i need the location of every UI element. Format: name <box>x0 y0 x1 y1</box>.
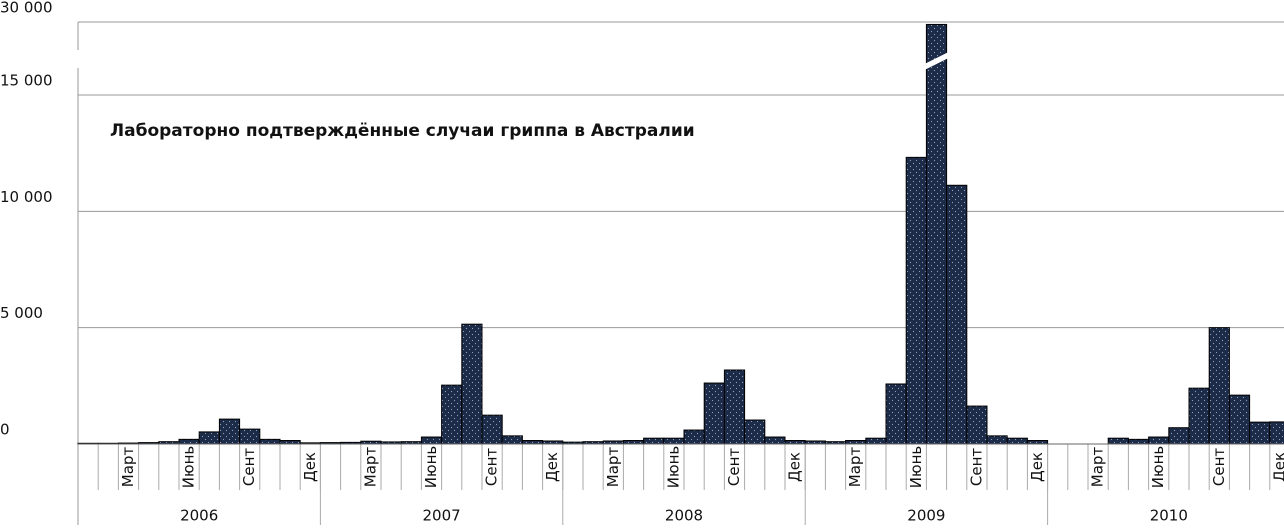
bar <box>198 431 220 445</box>
bar <box>1188 387 1210 445</box>
y-tick-label: 15 000 <box>0 72 53 90</box>
x-tick-label: Дек <box>1270 452 1284 482</box>
bar <box>481 414 503 445</box>
x-tick-label: Сент <box>967 448 985 487</box>
year-label: 2008 <box>665 507 703 525</box>
bar <box>1127 438 1150 445</box>
year-label: 2010 <box>1150 507 1188 525</box>
bar <box>764 436 786 445</box>
bar <box>178 438 200 445</box>
x-tick-label: Июнь <box>1149 446 1167 489</box>
x-tick-label: Март <box>1089 447 1107 488</box>
bar <box>784 440 806 445</box>
x-tick-label: Дек <box>1028 452 1046 482</box>
bar <box>461 323 483 445</box>
bar <box>986 435 1008 445</box>
x-tick-label: Март <box>846 447 864 488</box>
x-tick-label: Сент <box>1210 448 1228 487</box>
x-tick-label: Июнь <box>907 446 925 489</box>
bar <box>279 440 301 445</box>
year-label: 2006 <box>180 507 218 525</box>
bar <box>865 437 887 445</box>
y-tick-label: 30 000 <box>0 0 53 17</box>
x-tick-label: Март <box>604 447 622 488</box>
x-tick-label: Дек <box>543 452 561 482</box>
bar <box>845 440 867 445</box>
x-tick-label: Июнь <box>664 446 682 489</box>
axis-break <box>924 52 949 70</box>
bar <box>643 437 665 445</box>
x-tick-label: Июнь <box>422 446 440 489</box>
bar <box>1228 394 1251 445</box>
y-tick-label: 0 <box>0 421 10 439</box>
bar <box>1269 421 1284 445</box>
x-tick-label: Сент <box>483 448 501 487</box>
bar <box>521 440 544 445</box>
x-tick-label: Сент <box>725 448 743 487</box>
bar <box>441 384 463 445</box>
bar <box>966 405 988 445</box>
bar <box>1249 421 1271 445</box>
x-tick-label: Март <box>361 447 379 488</box>
y-tick-label: 10 000 <box>0 188 53 206</box>
bar <box>1006 437 1028 445</box>
bar <box>925 23 948 445</box>
bar <box>723 369 746 445</box>
bar <box>1026 440 1049 445</box>
year-label: 2009 <box>907 507 945 525</box>
bar <box>622 440 645 445</box>
bar <box>218 418 241 445</box>
bar <box>420 436 443 445</box>
bar <box>703 382 725 445</box>
x-tick-label: Дек <box>786 452 804 482</box>
bar <box>1107 437 1129 445</box>
bar <box>259 438 281 445</box>
bar <box>1148 436 1170 445</box>
bar <box>1208 327 1230 445</box>
y-tick-label: 5 000 <box>0 304 43 322</box>
bar <box>946 184 968 445</box>
bar <box>239 428 261 445</box>
x-tick-label: Сент <box>240 448 258 487</box>
bar <box>663 437 685 445</box>
x-tick-label: Дек <box>301 452 319 482</box>
bar <box>683 429 705 445</box>
chart-title: Лабораторно подтверждённые случаи гриппа… <box>110 121 695 141</box>
x-tick-label: Март <box>119 447 137 488</box>
bar <box>1168 427 1190 445</box>
x-tick-label: Июнь <box>180 446 198 489</box>
bar <box>885 383 907 445</box>
bar <box>905 156 927 445</box>
bar <box>501 435 523 445</box>
bar <box>744 419 766 445</box>
year-label: 2007 <box>423 507 461 525</box>
